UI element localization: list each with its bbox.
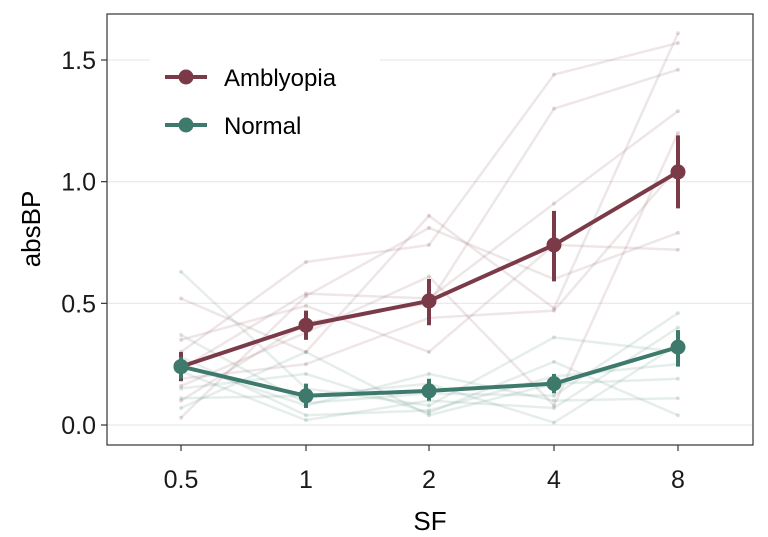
subject-point-0-5-1 bbox=[304, 303, 308, 308]
y-tick-label-3: 1.5 bbox=[61, 47, 96, 75]
subject-point-0-0-0 bbox=[179, 296, 183, 301]
subject-point-1-1-4 bbox=[676, 311, 680, 316]
subject-point-1-4-0 bbox=[179, 386, 183, 391]
subject-line-0-0 bbox=[180, 32, 680, 354]
subject-point-1-3-1 bbox=[304, 418, 308, 423]
legend-point-1 bbox=[178, 117, 194, 133]
series-point-1-4 bbox=[670, 339, 686, 355]
x-tick-label-4: 8 bbox=[671, 466, 685, 494]
subject-line-1-6 bbox=[180, 350, 679, 417]
subject-point-0-1-1 bbox=[304, 259, 308, 264]
subject-point-0-0-2 bbox=[427, 213, 431, 218]
x-tick-label-1: 1 bbox=[299, 466, 313, 494]
legend-label-0: Amblyopia bbox=[224, 65, 337, 92]
subject-point-0-6-1 bbox=[304, 362, 308, 367]
subject-point-0-4-0 bbox=[179, 415, 183, 420]
series-point-1-3 bbox=[546, 376, 562, 392]
series-point-1-0 bbox=[173, 359, 189, 375]
panel-border bbox=[106, 13, 754, 446]
subject-point-0-5-4 bbox=[676, 247, 680, 252]
subject-point-1-5-3 bbox=[552, 420, 556, 425]
subject-point-0-0-3 bbox=[552, 306, 556, 311]
subject-point-1-0-2 bbox=[427, 403, 431, 408]
x-tick-label-0: 0.5 bbox=[164, 466, 199, 494]
subject-point-1-4-4 bbox=[676, 413, 680, 418]
subject-point-0-3-0 bbox=[179, 398, 183, 403]
subject-point-0-4-2 bbox=[427, 225, 431, 230]
subject-point-0-4-4 bbox=[676, 230, 680, 235]
y-tick-label-1: 0.5 bbox=[61, 290, 96, 318]
subject-point-1-7-2 bbox=[427, 371, 431, 376]
subject-point-0-4-1 bbox=[304, 294, 308, 299]
subject-point-1-5-0 bbox=[179, 396, 183, 401]
subject-point-1-0-0 bbox=[179, 269, 183, 274]
subject-point-0-7-2 bbox=[427, 274, 431, 279]
series-point-1-1 bbox=[298, 388, 314, 404]
legend-label-1: Normal bbox=[224, 113, 301, 140]
subject-point-1-4-1 bbox=[304, 371, 308, 376]
subject-point-0-6-3 bbox=[552, 308, 556, 313]
subject-line-0-5 bbox=[180, 243, 679, 354]
subject-point-1-6-2 bbox=[427, 413, 431, 418]
subject-line-1-0 bbox=[180, 270, 679, 407]
subject-point-1-3-4 bbox=[676, 325, 680, 330]
y-tick-label-2: 1.0 bbox=[61, 169, 96, 197]
subject-point-0-1-4 bbox=[676, 40, 680, 45]
subject-point-1-3-3 bbox=[552, 405, 556, 410]
subject-point-0-1-2 bbox=[427, 242, 431, 247]
series-point-0-4 bbox=[670, 164, 686, 180]
subject-point-0-5-2 bbox=[427, 350, 431, 354]
y-axis-title: absBP bbox=[16, 191, 46, 268]
subject-point-0-2-4 bbox=[676, 109, 680, 114]
series-point-1-2 bbox=[421, 383, 437, 399]
subject-point-0-7-3 bbox=[552, 403, 556, 408]
subject-line-0-4 bbox=[180, 226, 679, 419]
x-tick-label-2: 2 bbox=[422, 466, 436, 494]
subject-point-0-7-0 bbox=[179, 384, 183, 389]
y-tick-label-0: 0.0 bbox=[61, 412, 96, 440]
y-axis: 0.0 0.5 1.0 1.5 bbox=[61, 47, 107, 440]
subject-point-0-0-1 bbox=[304, 350, 308, 354]
series-group bbox=[173, 135, 686, 408]
x-tick-label-3: 4 bbox=[547, 466, 561, 494]
series-point-0-1 bbox=[298, 317, 314, 333]
subject-point-1-6-4 bbox=[676, 376, 680, 381]
x-axis-title: SF bbox=[413, 506, 446, 536]
series-point-0-2 bbox=[421, 293, 437, 309]
subject-point-1-0-3 bbox=[552, 335, 556, 340]
subject-point-0-2-1 bbox=[304, 291, 308, 296]
subject-point-0-5-0 bbox=[179, 337, 183, 342]
subject-point-1-4-3 bbox=[552, 359, 556, 364]
subject-point-0-2-3 bbox=[552, 201, 556, 206]
subject-line-1-4 bbox=[180, 360, 679, 417]
subject-point-1-6-0 bbox=[179, 405, 183, 410]
x-axis: 0.5 1 2 4 8 bbox=[164, 445, 685, 494]
subject-point-1-7-3 bbox=[552, 398, 556, 403]
subject-point-1-7-4 bbox=[676, 396, 680, 401]
subject-point-0-3-3 bbox=[552, 106, 556, 111]
subject-point-0-3-4 bbox=[676, 67, 680, 72]
subject-point-1-4-2 bbox=[427, 410, 431, 415]
legend-point-0 bbox=[178, 69, 194, 85]
subject-point-0-7-4 bbox=[676, 131, 680, 135]
subject-line-0-7 bbox=[180, 132, 680, 408]
subject-point-1-2-2 bbox=[427, 408, 431, 413]
subject-line-0-1 bbox=[180, 41, 679, 354]
subject-line-1-7 bbox=[180, 362, 679, 407]
subject-point-1-2-1 bbox=[304, 413, 308, 418]
subject-point-1-6-1 bbox=[304, 350, 308, 354]
subject-point-0-1-3 bbox=[552, 72, 556, 77]
subject-point-0-0-4 bbox=[676, 31, 680, 36]
subject-point-1-1-0 bbox=[179, 332, 183, 337]
subject-point-1-1-3 bbox=[552, 393, 556, 398]
legend: Amblyopia Normal bbox=[150, 52, 380, 146]
series-point-0-3 bbox=[546, 237, 562, 253]
